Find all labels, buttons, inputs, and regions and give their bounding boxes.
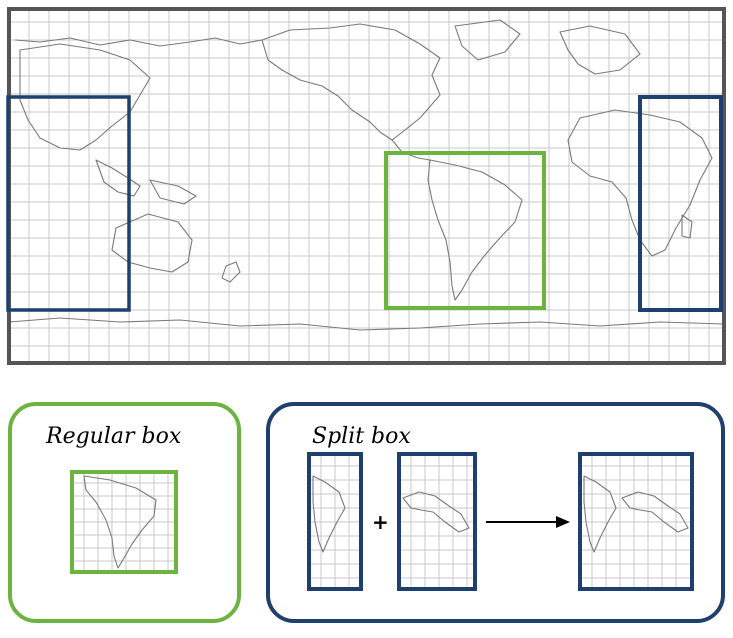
world-map-svg: [6, 7, 726, 365]
split-box-right-half: [638, 95, 723, 312]
regular-box-panel: Regular box: [8, 402, 241, 623]
regular-box-on-map: [384, 151, 546, 310]
split-slice-right-svg: [397, 452, 477, 591]
split-box-panel: Split box: [266, 402, 725, 623]
split-box-left-half: [6, 95, 131, 312]
merge-arrow-svg: [486, 516, 570, 528]
regular-box-thumbnail: [70, 470, 178, 574]
regular-box-thumbnail-svg: [70, 470, 178, 574]
merge-arrow: [484, 512, 572, 532]
map-graticule: [9, 9, 724, 363]
split-merged-result-svg: [578, 452, 694, 591]
split-slice-left-svg: [307, 452, 363, 591]
world-map: [6, 7, 726, 365]
map-coastlines: [9, 19, 724, 331]
regular-box-label: Regular box: [46, 424, 182, 449]
split-slice-left: [307, 452, 363, 591]
split-merged-result: [578, 452, 694, 591]
split-box-label: Split box: [312, 424, 411, 449]
plus-sign: +: [372, 510, 389, 534]
split-slice-right: [397, 452, 477, 591]
